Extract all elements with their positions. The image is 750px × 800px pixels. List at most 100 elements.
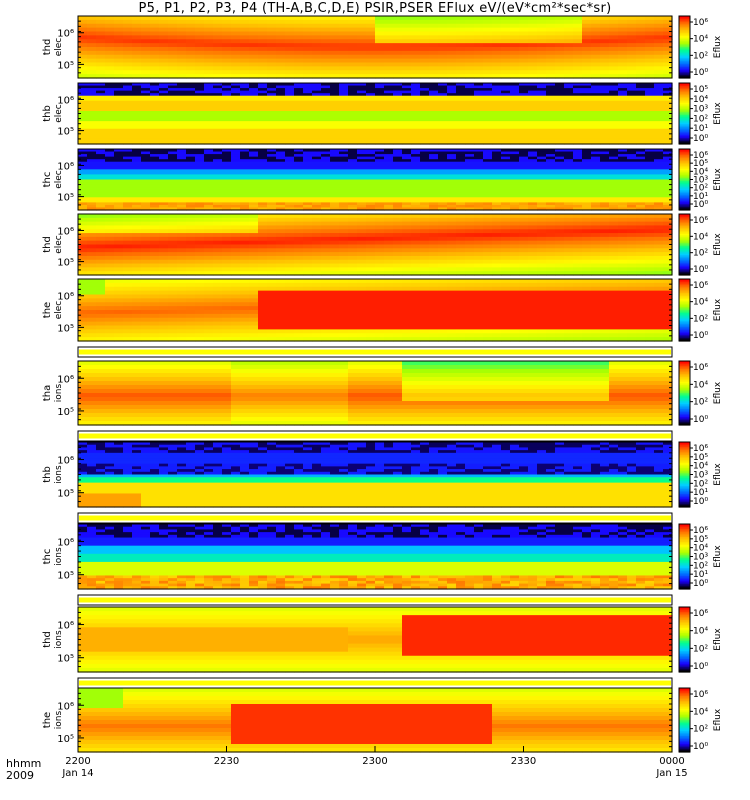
heatmap-cell — [465, 58, 475, 64]
heatmap-cell — [474, 207, 484, 211]
heatmap-cell — [249, 204, 259, 209]
heatmap-cell — [303, 70, 313, 75]
heatmap-cell — [87, 35, 97, 40]
heatmap-cell — [132, 100, 142, 104]
heatmap-cell — [159, 116, 169, 120]
heatmap-cell — [285, 192, 295, 196]
heatmap-cell — [87, 62, 97, 67]
heatmap-cell — [474, 103, 484, 107]
heatmap-cell — [501, 187, 511, 191]
heatmap-cell — [231, 225, 241, 230]
heatmap-cell — [609, 66, 619, 71]
heatmap-cell — [339, 164, 349, 168]
heatmap-cell — [555, 39, 565, 44]
heatmap-cell — [177, 259, 187, 265]
heatmap-cell — [303, 244, 313, 249]
heatmap-cell — [114, 43, 124, 48]
heatmap-cell — [312, 128, 322, 132]
heatmap-cell — [528, 100, 538, 104]
heatmap-cell — [141, 27, 151, 33]
heatmap-cell — [213, 108, 223, 112]
heatmap-cell — [150, 66, 160, 71]
colorbar-step — [679, 131, 690, 134]
heatmap-cell — [456, 88, 466, 92]
heatmap-cell — [645, 70, 655, 75]
heatmap-cell — [384, 100, 394, 104]
heatmap-cell — [123, 248, 133, 253]
heatmap-cell — [465, 164, 475, 168]
heatmap-cell — [312, 126, 322, 130]
heatmap-cell — [339, 207, 349, 211]
heatmap-cell — [564, 166, 574, 170]
heatmap-cell — [330, 23, 340, 29]
heatmap-cell — [474, 171, 484, 176]
heatmap-cell — [537, 108, 547, 112]
heatmap-cell — [213, 199, 223, 203]
heatmap-cell — [177, 43, 187, 48]
heatmap-cell — [501, 138, 511, 143]
heatmap-cell — [312, 217, 322, 223]
heatmap-cell — [78, 229, 88, 234]
heatmap-cell — [267, 184, 277, 188]
heatmap-cell — [600, 70, 610, 75]
heatmap-cell — [375, 161, 385, 165]
heatmap-cell — [186, 31, 196, 36]
heatmap-cell — [411, 159, 421, 163]
heatmap-cell — [528, 164, 538, 168]
heatmap-cell — [447, 62, 457, 67]
heatmap-cell — [654, 151, 664, 155]
heatmap-cell — [609, 47, 619, 52]
heatmap-cell — [393, 171, 403, 176]
heatmap-cell — [366, 128, 376, 132]
heatmap-cell — [159, 133, 169, 137]
heatmap-cell — [663, 113, 673, 117]
heatmap-cell — [285, 154, 295, 158]
heatmap-cell — [636, 133, 646, 137]
heatmap-cell — [141, 267, 151, 272]
heatmap-cell — [474, 182, 484, 186]
heatmap-cell — [168, 169, 178, 173]
heatmap-cell — [204, 95, 214, 99]
heatmap-cell — [87, 110, 97, 115]
heatmap-cell — [366, 199, 376, 203]
heatmap-cell — [267, 217, 277, 223]
heatmap-cell — [222, 252, 232, 257]
heatmap-cell — [114, 70, 124, 75]
heatmap-cell — [285, 169, 295, 173]
heatmap-cell — [339, 128, 349, 132]
heatmap-cell — [438, 85, 448, 89]
heatmap-cell — [636, 113, 646, 117]
heatmap-cell — [141, 43, 151, 48]
heatmap-cell — [87, 47, 97, 52]
heatmap-cell — [411, 136, 421, 140]
heatmap-cell — [294, 58, 304, 64]
heatmap-cell — [294, 103, 304, 107]
heatmap-cell — [474, 141, 484, 145]
heatmap-cell — [177, 31, 187, 36]
heatmap-cell — [582, 204, 592, 209]
colorbar-step — [679, 17, 690, 20]
heatmap-cell — [312, 199, 322, 203]
heatmap-cell — [609, 54, 619, 60]
heatmap-cell — [654, 83, 664, 87]
heatmap-cell — [303, 161, 313, 165]
heatmap-cell — [267, 123, 277, 127]
heatmap-cell — [429, 95, 439, 99]
heatmap-cell — [636, 27, 646, 33]
heatmap-cell — [501, 16, 511, 21]
heatmap-cell — [321, 95, 331, 99]
heatmap-cell — [204, 31, 214, 36]
heatmap-cell — [249, 161, 259, 165]
heatmap-cell — [195, 66, 205, 71]
heatmap-cell — [591, 23, 601, 29]
heatmap-cell — [249, 263, 259, 268]
heatmap-cell — [87, 189, 97, 193]
heatmap-cell — [654, 207, 664, 211]
heatmap-cell — [564, 83, 574, 87]
heatmap-cell — [348, 126, 358, 130]
heatmap-cell — [195, 233, 205, 238]
heatmap-cell — [78, 248, 88, 253]
heatmap-cell — [330, 169, 340, 173]
heatmap-cell — [267, 70, 277, 75]
heatmap-cell — [654, 192, 664, 196]
